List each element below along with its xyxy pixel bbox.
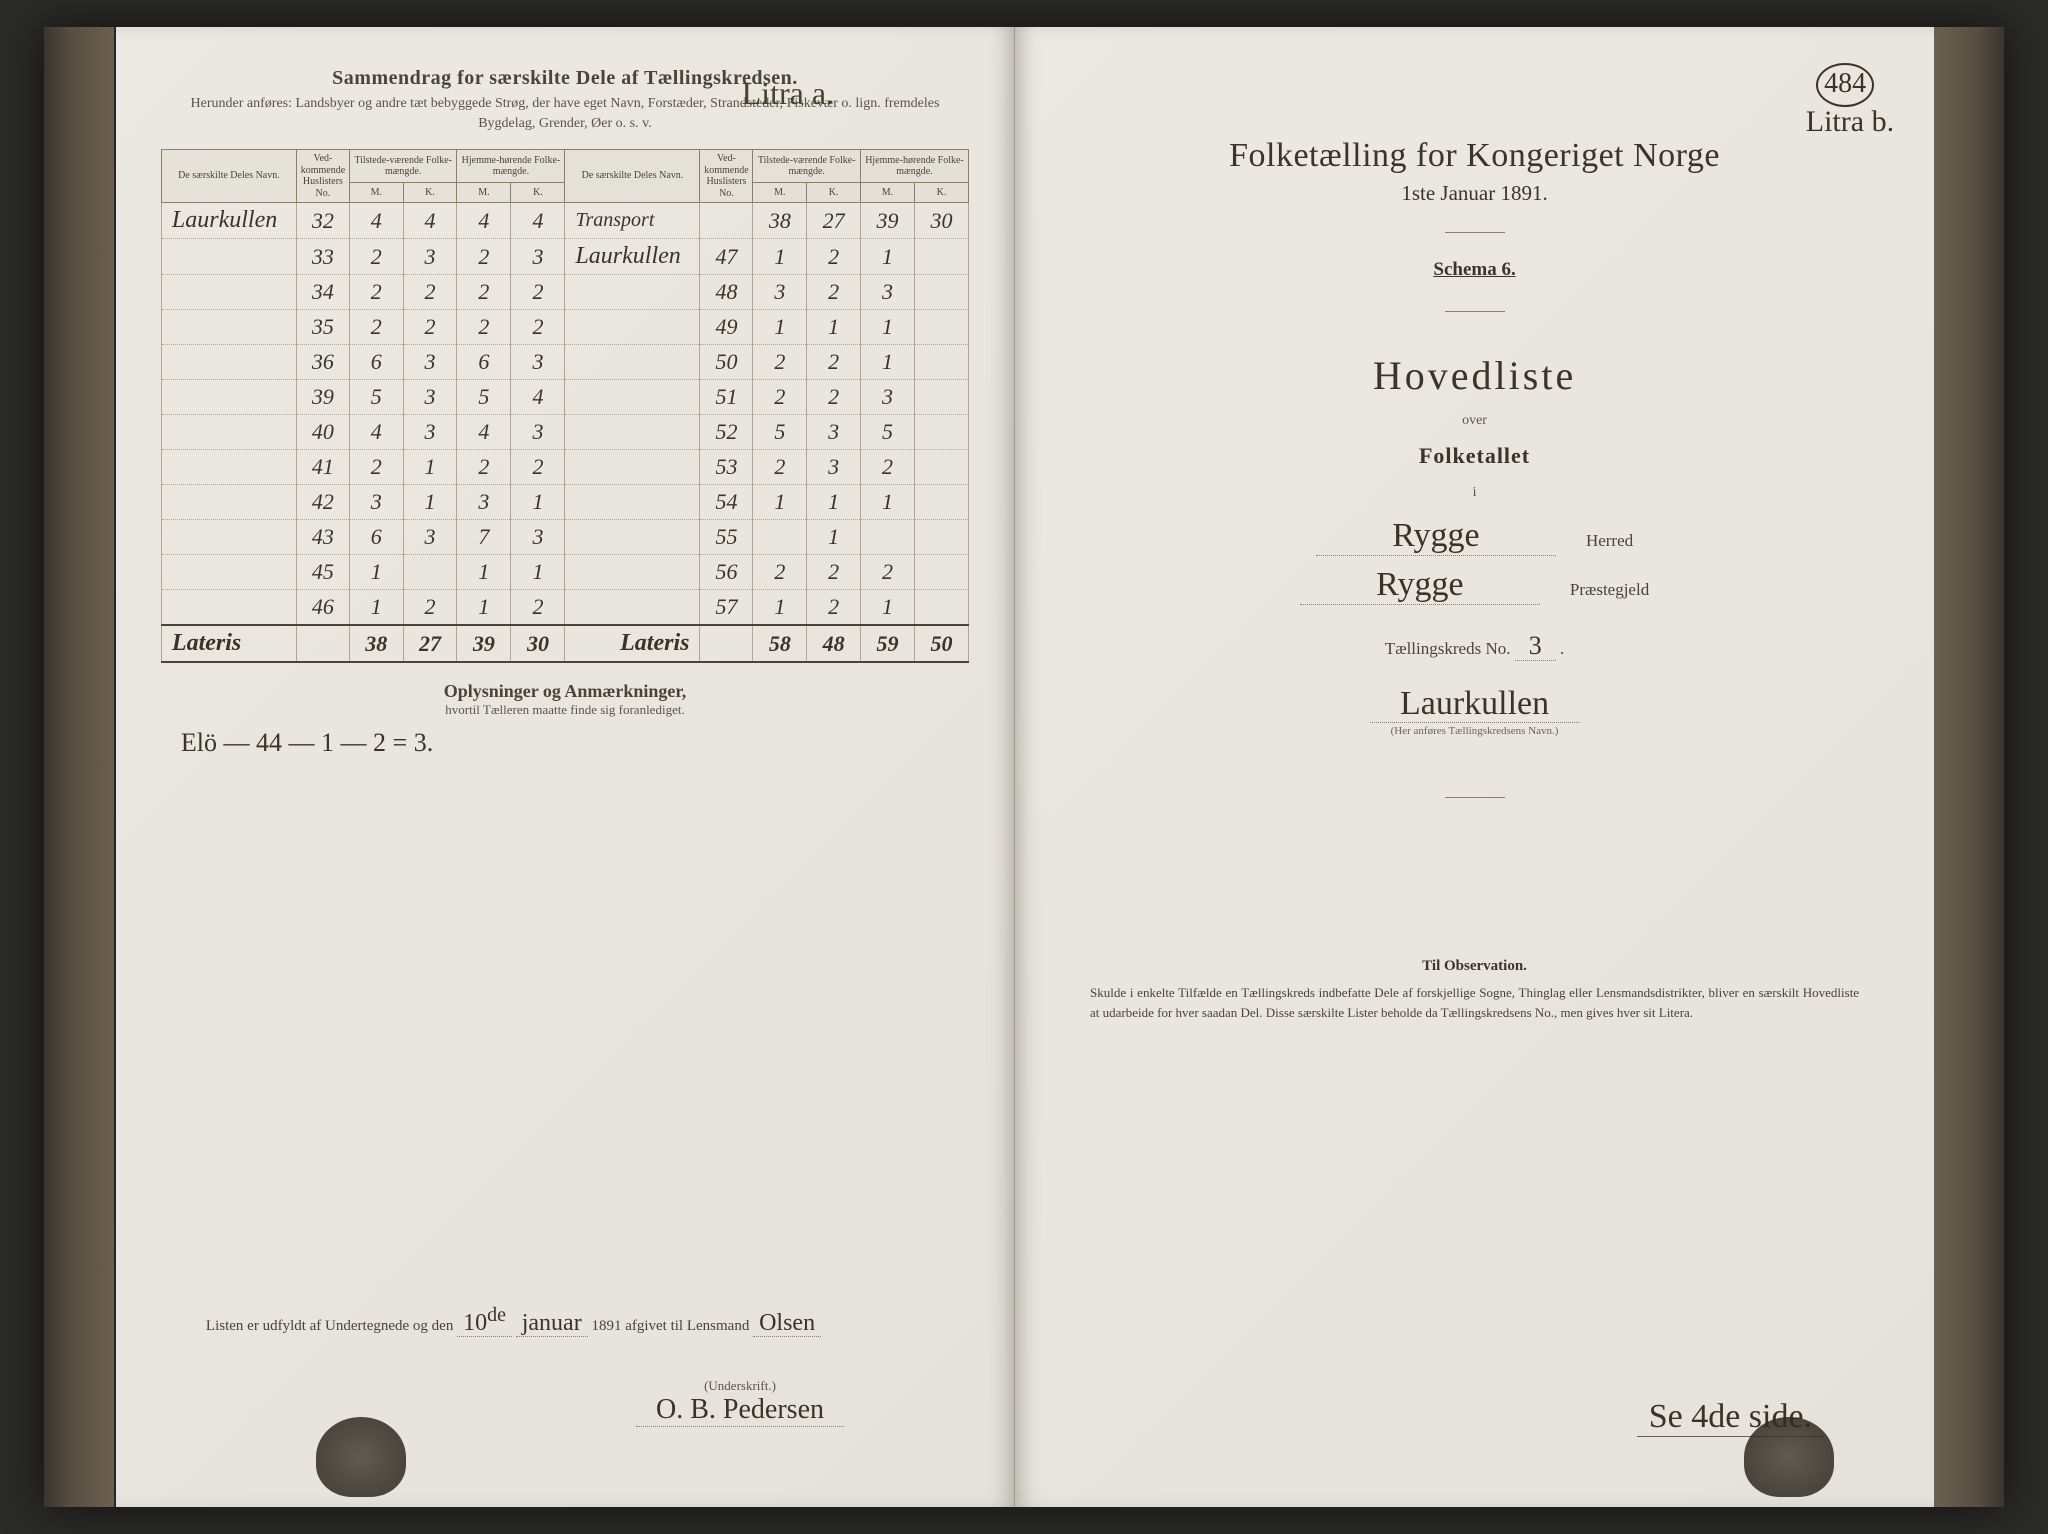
table-row: 35222249111 [161, 310, 968, 345]
thumb-shadow-right [1744, 1417, 1834, 1497]
census-date: 1ste Januar 1891. [1060, 181, 1889, 206]
litra-b-handwriting: Litra b. [1806, 105, 1894, 139]
col-k: K. [807, 182, 861, 202]
litra-a-handwriting: Litra a. [742, 75, 834, 112]
kreds-no: 3 [1515, 631, 1556, 661]
left-header: Sammendrag for særskilte Dele af Tælling… [161, 67, 969, 90]
col-m: M. [753, 182, 807, 202]
hovedliste-title: Hovedliste [1060, 352, 1889, 399]
col-m: M. [349, 182, 403, 202]
right-page: 484 Litra b. Folketælling for Kongeriget… [1015, 27, 1934, 1507]
signature: O. B. Pedersen [636, 1394, 844, 1427]
table-row: 332323Laurkullen47121 [161, 239, 968, 275]
kreds-name-row: Laurkullen [1060, 685, 1889, 723]
table-row: Laurkullen324444Transport38273930 [161, 203, 968, 239]
col-k: K. [914, 182, 968, 202]
kreds-label: Tællingskreds No. [1385, 639, 1511, 658]
book-spine-left [44, 27, 116, 1507]
herred-row: Rygge Herred [1060, 517, 1889, 556]
col-k: K. [403, 182, 457, 202]
oplys-title: Oplysninger og Anmærkninger, [161, 681, 969, 702]
totals-row: Lateris38273930Lateris58485950 [161, 625, 968, 662]
col-husl-b: Ved-kommende Huslisters No. [700, 150, 753, 203]
page-number: 484 [1816, 63, 1874, 107]
i-label: i [1060, 485, 1889, 501]
col-tilstede-b: Tilstede-værende Folke-mængde. [753, 150, 861, 183]
oplys-sub: hvortil Tælleren maatte finde sig foranl… [161, 702, 969, 718]
table-row: 436373551 [161, 520, 968, 555]
thumb-shadow-left [316, 1417, 406, 1497]
til-observation-heading: Til Observation. [1060, 958, 1889, 975]
table-row: 41212253232 [161, 450, 968, 485]
list-pre: Listen er udfyldt af Undertegnede og den [206, 1318, 453, 1334]
table-row: 36636350221 [161, 345, 968, 380]
table-row: 40434352535 [161, 415, 968, 450]
left-subheader: Herunder anføres: Landsbyer og andre tæt… [161, 94, 969, 133]
col-tilstede-a: Tilstede-værende Folke-mængde. [349, 150, 457, 183]
col-m: M. [860, 182, 914, 202]
col-husl-a: Ved-kommende Huslisters No. [296, 150, 349, 203]
col-name-b: De særskilte Deles Navn. [565, 150, 700, 203]
census-table: De særskilte Deles Navn. Ved-kommende Hu… [161, 149, 969, 663]
signature-block: (Underskrift.) O. B. Pedersen [636, 1378, 844, 1427]
left-page: Litra a. Sammendrag for særskilte Dele a… [116, 27, 1015, 1507]
col-hjemme-b: Hjemme-hørende Folke-mængde. [860, 150, 968, 183]
table-row: 4511156222 [161, 555, 968, 590]
kreds-note: (Her anføres Tællingskredsens Navn.) [1060, 725, 1889, 737]
praestegjeld-row: Rygge Præstegjeld [1060, 566, 1889, 605]
list-filled-line: Listen er udfyldt af Undertegnede og den… [206, 1304, 821, 1337]
list-month: januar [516, 1310, 588, 1337]
list-day: 10de [457, 1310, 512, 1337]
underskrift-label: (Underskrift.) [636, 1378, 844, 1394]
observation-text: Skulde i enkelte Tilfælde en Tællingskre… [1090, 983, 1859, 1022]
herred-label: Herred [1586, 531, 1633, 551]
list-year: 1891 afgivet til Lensmand [591, 1318, 749, 1334]
praeste-label: Præstegjeld [1570, 580, 1649, 600]
praeste-value: Rygge [1300, 566, 1540, 605]
lensmand-name: Olsen [753, 1310, 821, 1337]
col-k: K. [511, 182, 565, 202]
kreds-name-value: Laurkullen [1370, 685, 1579, 723]
over-label: over [1060, 413, 1889, 429]
hand-note: Elö — 44 — 1 — 2 = 3. [181, 728, 969, 758]
separator [1445, 232, 1505, 233]
table-row: 39535451223 [161, 380, 968, 415]
table-row: 42313154111 [161, 485, 968, 520]
folketallet-label: Folketallet [1060, 443, 1889, 469]
schema-label: Schema 6. [1060, 259, 1889, 281]
table-row: 34222248323 [161, 275, 968, 310]
separator [1445, 797, 1505, 798]
kreds-line: Tællingskreds No. 3 . [1060, 631, 1889, 661]
col-hjemme-a: Hjemme-hørende Folke-mængde. [457, 150, 565, 183]
open-book: Litra a. Sammendrag for særskilte Dele a… [44, 27, 2004, 1507]
census-title: Folketælling for Kongeriget Norge [1060, 137, 1889, 175]
col-name-a: De særskilte Deles Navn. [161, 150, 296, 203]
herred-value: Rygge [1316, 517, 1556, 556]
book-spine-right [1934, 27, 2004, 1507]
separator [1445, 311, 1505, 312]
table-row: 46121257121 [161, 590, 968, 626]
col-m: M. [457, 182, 511, 202]
